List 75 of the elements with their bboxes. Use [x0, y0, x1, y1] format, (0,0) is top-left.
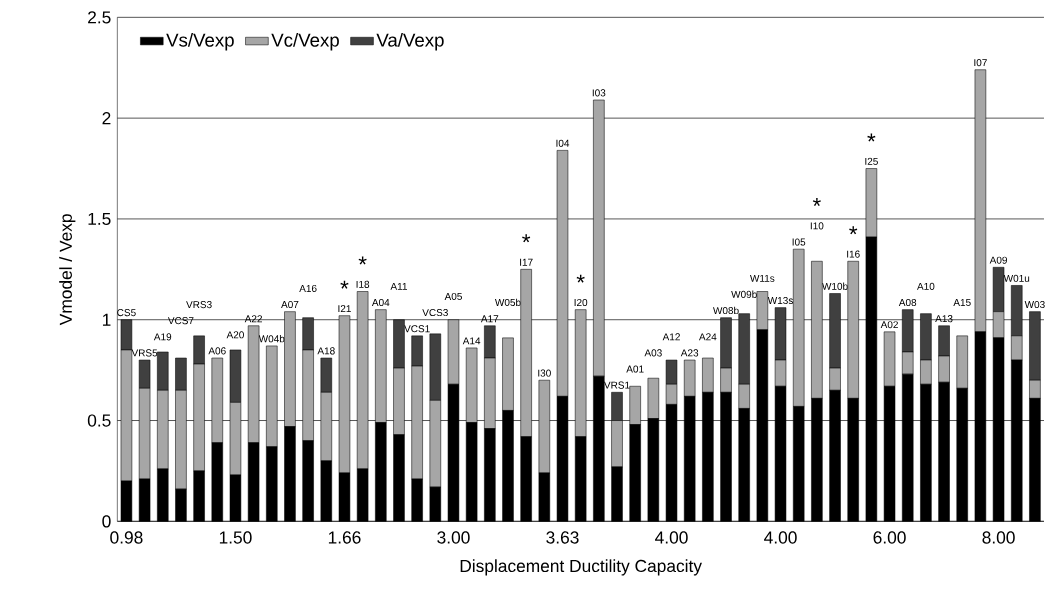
x-tick-label: W05b [494, 298, 521, 307]
x-tick-label: A23 [680, 349, 699, 357]
annotation: 1.66 [328, 531, 361, 544]
annotation: * [812, 198, 821, 207]
x-tick-label: A20 [226, 331, 244, 339]
x-tick-label: A15 [953, 299, 971, 307]
x-tick-label: I25 [865, 158, 878, 166]
x-tick-label: A04 [371, 299, 390, 307]
x-tick-label: A06 [208, 347, 226, 355]
x-tick-label: I10 [810, 222, 824, 230]
x-tick-label: A08 [898, 299, 917, 307]
x-tick-label: I18 [356, 280, 370, 289]
x-tick-label: W08b [713, 306, 739, 315]
annotation: * [849, 226, 858, 235]
annotation: 6.00 [873, 531, 906, 544]
y-tick-label: 1 [102, 313, 111, 326]
x-tick-label: A17 [480, 315, 499, 323]
x-tick-label: A12 [662, 333, 680, 341]
legend-label: Vc/Vexp [271, 33, 339, 51]
x-tick-label: A05 [444, 293, 462, 301]
annotation: * [358, 256, 367, 265]
annotation: 0.98 [110, 531, 143, 544]
y-tick-label: 2.5 [88, 11, 111, 24]
x-tick-label: A24 [698, 333, 717, 341]
x-tick-label: I03 [592, 89, 606, 97]
x-tick-label: I17 [520, 259, 533, 266]
x-tick-label: W13s [767, 297, 793, 305]
x-tick-label: VCS3 [422, 309, 448, 317]
annotation: 1.50 [219, 531, 252, 544]
x-tick-label: I07 [974, 59, 987, 67]
y-tick-label: 1.5 [88, 213, 111, 226]
annotation: 8.00 [982, 531, 1015, 544]
annotation: * [867, 133, 876, 142]
x-tick-label: A14 [462, 337, 481, 345]
x-tick-label: W03 [1024, 301, 1045, 309]
annotation: 3.63 [546, 531, 579, 544]
x-tick-label: A13 [935, 315, 953, 323]
x-tick-label: A11 [390, 283, 408, 291]
x-tick-label: A03 [644, 349, 662, 357]
y-tick-label: 0.5 [87, 414, 111, 427]
x-tick-label: I16 [847, 250, 860, 258]
annotation: * [576, 274, 585, 283]
x-tick-label: VRS3 [186, 301, 212, 309]
x-tick-label: W01u [1003, 274, 1030, 283]
x-tick-label: W10b [822, 282, 848, 291]
x-tick-label: W09b [731, 290, 757, 299]
y-tick-label: 0 [102, 515, 111, 528]
annotation: 3.00 [437, 531, 470, 544]
y-tick-label: 2 [102, 112, 111, 125]
x-axis-title: Displacement Ductility Capacity [460, 559, 702, 576]
x-tick-label: W11s [750, 275, 775, 283]
annotation: 4.00 [655, 531, 688, 544]
x-tick-label: VRS5 [131, 349, 158, 357]
y-axis-title: Vmodel / Vexp [59, 214, 76, 326]
x-tick-label: A22 [244, 315, 263, 323]
x-tick-label: A02 [880, 321, 898, 329]
annotation: 4.00 [764, 531, 797, 544]
x-tick-label: I21 [338, 305, 351, 313]
legend-label: Va/Vexp [376, 33, 444, 51]
x-tick-label: I30 [538, 369, 551, 377]
x-tick-label: A09 [989, 256, 1007, 264]
x-tick-label: A16 [299, 285, 317, 293]
annotation: * [340, 280, 349, 289]
x-tick-label: A10 [917, 283, 935, 291]
x-tick-label: A01 [626, 365, 644, 373]
x-tick-label: A07 [281, 301, 299, 309]
legend-label: Vs/Vexp [166, 33, 234, 51]
x-tick-label: A18 [317, 347, 335, 355]
x-tick-label: VCS7 [167, 317, 194, 325]
x-tick-label: A19 [153, 333, 172, 341]
x-tick-label: CS5 [117, 309, 136, 317]
annotation: * [522, 234, 531, 243]
x-tick-label: I20 [574, 299, 588, 307]
x-tick-label: I05 [792, 238, 806, 246]
x-tick-label: I04 [556, 139, 570, 147]
